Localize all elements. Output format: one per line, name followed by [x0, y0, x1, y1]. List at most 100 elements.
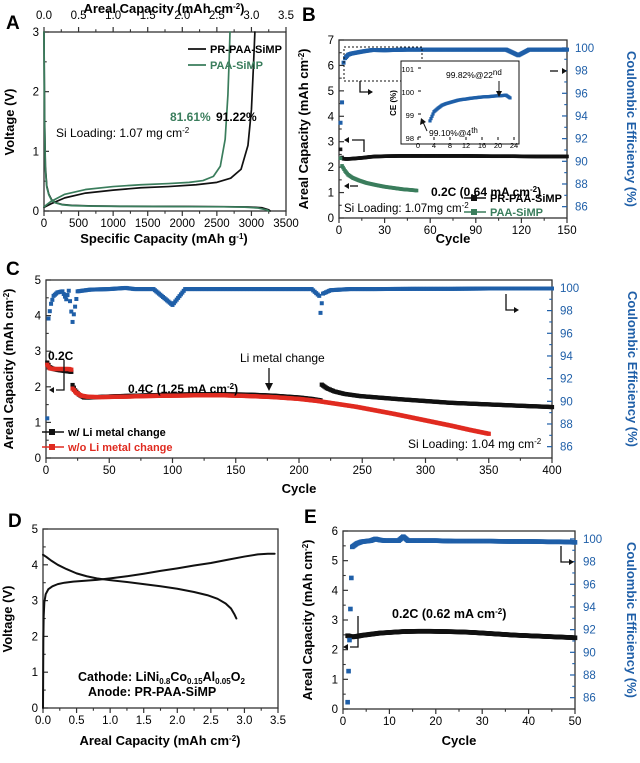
- panel-c-axis-arrows: [49, 294, 519, 393]
- panel-b-y-axis-title: Areal Capacity (mAh cm-2): [296, 48, 311, 209]
- panel-c-y2-axis-title: Coulombic Efficiency (%): [625, 291, 640, 447]
- tick-label: 4: [328, 111, 335, 123]
- series-marker: [431, 112, 435, 116]
- series-marker: [62, 294, 67, 299]
- series-marker: [61, 291, 66, 296]
- panel-a-y-axis-title: Voltage (V): [2, 89, 17, 156]
- tick-label: 20: [494, 141, 502, 150]
- tick-label: 86: [583, 693, 596, 705]
- tick-label: 0.5: [69, 715, 85, 727]
- tick-label: 0: [416, 141, 420, 150]
- tick-label: 4: [432, 141, 436, 150]
- panel-c-label: C: [6, 259, 20, 280]
- tick-label: 0: [32, 703, 38, 715]
- panel-a-value-black: 91.22%: [216, 110, 257, 124]
- tick-label: 3: [32, 596, 38, 608]
- series-marker: [346, 668, 351, 674]
- tick-label: 92: [575, 134, 588, 146]
- tick-label: 120: [512, 225, 531, 237]
- series-marker: [64, 297, 69, 302]
- panel-b-label: B: [302, 5, 316, 26]
- series-marker: [549, 404, 555, 410]
- series-marker: [345, 699, 350, 705]
- tick-label: 99: [406, 111, 414, 120]
- panel-a-value-green: 81.61%: [170, 110, 211, 124]
- tick-label: 0: [33, 206, 39, 218]
- series-marker: [49, 301, 54, 306]
- tick-label: 16: [478, 141, 486, 150]
- tick-label: 1500: [135, 218, 161, 230]
- tick-label: 24: [510, 141, 518, 150]
- series-marker: [46, 316, 51, 321]
- series-marker: [60, 289, 65, 294]
- tick-label: 0: [35, 453, 41, 465]
- tick-label: 2: [328, 162, 334, 174]
- tick-label: 88: [583, 670, 596, 682]
- panel-d-cathode-annotation: Cathode: LiNi0.8Co0.15Al0.05O2: [78, 670, 245, 686]
- panel-d-x-axis-title: Areal Capacity (mAh cm-2): [79, 733, 240, 748]
- panel-e: E 0 10 20 30 40 50 0 1 2 3 4 5 6 86 88 90 92 94 96 98 100 …: [300, 500, 640, 763]
- panel-a: A Areal Capacity (mAh cm-2) 0.0 0.5 1.0 1.5…: [0, 0, 300, 250]
- tick-label: 2.5: [203, 715, 219, 727]
- series-marker: [565, 154, 569, 159]
- tick-label: 100: [560, 283, 579, 295]
- tick-label: 3.5: [270, 715, 286, 727]
- panel-b-series: [338, 47, 569, 193]
- series-marker: [319, 301, 324, 306]
- tick-label: 98: [583, 557, 596, 569]
- series-line: [43, 31, 231, 208]
- tick-label: 96: [575, 88, 588, 100]
- panel-b-inset-ann-bottom: 99.10%@4th: [429, 126, 478, 138]
- panel-c-y-ticks: 0 1 2 3 4 5: [35, 275, 51, 465]
- tick-label: 8: [448, 141, 452, 150]
- panel-b-y2-axis-title: Coulombic Efficiency (%): [624, 51, 639, 207]
- series-marker: [338, 147, 343, 152]
- panel-e-chart: 0 10 20 30 40 50 0 1 2 3 4 5 6 86 88 90 92 94 96 98 100 0.…: [300, 526, 639, 748]
- tick-label: 92: [560, 374, 573, 386]
- series-marker: [47, 309, 52, 314]
- panel-a-legend: PR-PAA-SiMP PAA-SiMP: [188, 44, 282, 72]
- panel-c-y2-ticks: 86 88 90 92 94 96 98 100: [547, 283, 579, 454]
- tick-label: 5: [35, 275, 41, 287]
- panel-b-inset: 98 99 100 101 0 4 8 12 16 20 24 CE (%) 99.82%@22n…: [389, 60, 520, 150]
- tick-label: 100: [401, 88, 414, 97]
- series-line: [42, 553, 238, 620]
- tick-label: 200: [289, 465, 308, 477]
- tick-label: 3: [332, 615, 338, 627]
- tick-label: 400: [542, 465, 561, 477]
- legend-label-pr-paa-simp: PR-PAA-SiMP: [490, 193, 562, 205]
- tick-label: 500: [69, 218, 88, 230]
- tick-label: 2000: [169, 218, 195, 230]
- panel-c-series: [45, 285, 555, 436]
- panel-a-label: A: [6, 13, 20, 34]
- tick-label: 0.0: [36, 10, 52, 22]
- tick-label: 0: [328, 213, 334, 225]
- series-marker: [414, 188, 419, 193]
- legend-marker-wo-li: [49, 444, 55, 450]
- panel-c-loading-annotation: Si Loading: 1.04 mg cm-2: [408, 437, 542, 451]
- panel-b-inset-ann-top: 99.82%@22nd: [446, 68, 502, 80]
- tick-label: 6: [332, 526, 338, 538]
- tick-label: 96: [583, 579, 596, 591]
- series-marker: [45, 416, 50, 421]
- series-marker: [70, 382, 75, 388]
- tick-label: 94: [583, 602, 596, 614]
- series-marker: [508, 96, 512, 100]
- panel-e-x-ticks: 0 10 20 30 40 50: [340, 709, 581, 728]
- tick-label: 90: [469, 225, 482, 237]
- series-marker: [50, 297, 55, 302]
- tick-label: 5: [328, 86, 334, 98]
- tick-label: 90: [583, 647, 596, 659]
- panel-b-inset-frame: [400, 60, 520, 145]
- tick-label: 94: [575, 111, 588, 123]
- series-marker: [348, 606, 353, 612]
- tick-label: 86: [575, 202, 588, 214]
- tick-label: 98: [406, 134, 414, 143]
- panel-b-inset-series: [428, 93, 512, 123]
- tick-label: 94: [560, 351, 573, 363]
- panel-c-li-metal-change-label: Li metal change: [240, 351, 325, 365]
- tick-label: 96: [560, 328, 573, 340]
- series-marker: [70, 319, 75, 324]
- panel-e-series: [345, 534, 578, 705]
